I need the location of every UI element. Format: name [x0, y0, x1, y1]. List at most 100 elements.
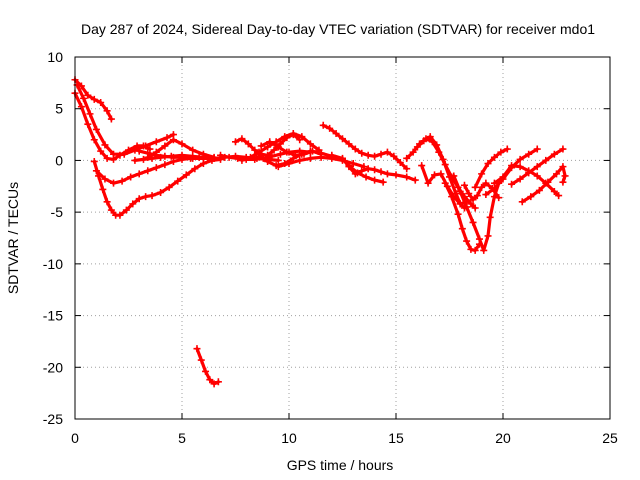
data-point	[90, 136, 98, 144]
data-point	[189, 154, 197, 162]
data-point	[550, 150, 558, 158]
data-point	[409, 148, 417, 156]
data-point	[490, 153, 498, 161]
data-point	[559, 178, 567, 186]
data-point	[396, 158, 404, 166]
data-point	[383, 148, 391, 156]
data-point	[420, 137, 428, 145]
data-point	[217, 151, 225, 159]
data-point	[467, 245, 475, 253]
series-line	[75, 83, 175, 156]
data-point	[178, 140, 186, 148]
data-point	[283, 148, 291, 156]
data-point	[264, 157, 272, 165]
data-point	[257, 142, 265, 150]
series-sat-r	[345, 162, 387, 186]
data-point	[377, 150, 385, 158]
data-point	[118, 177, 126, 185]
data-point	[129, 200, 137, 208]
data-point	[103, 154, 111, 162]
data-point	[550, 187, 558, 195]
data-point	[503, 145, 511, 153]
data-point	[471, 246, 479, 254]
series-sat-y	[471, 145, 511, 191]
data-point	[244, 140, 252, 148]
data-point	[339, 135, 346, 143]
data-point	[103, 198, 111, 206]
data-point	[189, 146, 197, 154]
y-tick-label: 0	[55, 152, 63, 168]
data-point	[165, 183, 173, 191]
data-point	[471, 204, 479, 212]
data-point	[379, 178, 387, 186]
data-point	[202, 367, 210, 375]
data-point	[144, 153, 152, 161]
data-point	[431, 171, 439, 179]
data-point	[525, 169, 533, 177]
y-tick-label: -5	[51, 204, 64, 220]
data-point	[463, 203, 471, 211]
data-point	[107, 115, 115, 123]
data-point	[197, 356, 205, 364]
x-tick-label: 0	[71, 430, 79, 446]
data-point	[533, 145, 541, 153]
data-point	[92, 167, 100, 175]
series-sat-i	[193, 345, 222, 388]
data-point	[516, 155, 524, 163]
data-point	[127, 173, 135, 181]
series-line	[452, 174, 501, 252]
data-point	[169, 136, 177, 144]
data-point	[484, 160, 492, 168]
data-point	[90, 95, 98, 103]
data-point	[403, 165, 411, 173]
data-point	[101, 175, 109, 183]
data-point	[317, 153, 325, 161]
data-point	[276, 150, 284, 158]
data-point	[525, 150, 533, 158]
data-point	[533, 163, 541, 171]
data-point	[561, 172, 569, 180]
data-point	[300, 150, 308, 158]
data-point	[238, 156, 246, 164]
data-point	[214, 378, 222, 386]
data-point	[90, 157, 98, 165]
data-point	[281, 133, 289, 141]
data-point	[553, 170, 560, 178]
data-point	[411, 176, 419, 184]
data-point	[144, 167, 152, 175]
data-point	[482, 191, 490, 199]
data-point	[99, 185, 107, 193]
data-point	[471, 183, 479, 191]
y-axis-label: SDTVAR / TECUs	[5, 182, 21, 294]
data-point	[210, 153, 218, 161]
data-point	[246, 153, 254, 161]
data-point	[454, 210, 462, 218]
data-point	[495, 194, 503, 202]
data-point	[120, 150, 128, 158]
series-sat-d	[90, 155, 225, 219]
data-point	[97, 99, 105, 107]
data-point	[131, 156, 139, 164]
data-point	[508, 180, 516, 188]
chart-title: Day 287 of 2024, Sidereal Day-to-day VTE…	[81, 21, 595, 37]
data-point	[465, 190, 473, 198]
data-point	[555, 192, 563, 200]
data-point	[251, 146, 259, 154]
data-point	[542, 156, 550, 164]
data-point	[403, 154, 411, 162]
data-point	[469, 196, 477, 204]
data-point	[191, 165, 199, 173]
data-point	[424, 179, 432, 187]
data-point	[332, 130, 340, 138]
data-point	[418, 162, 426, 170]
ticks: 0 5 10 15 20 25 10 5 0 -5 -10 -15 -20 -25	[43, 49, 618, 446]
series-line	[195, 347, 220, 386]
x-tick-label: 20	[495, 430, 511, 446]
data-point	[364, 151, 372, 159]
data-point	[456, 187, 464, 195]
data-point	[358, 167, 366, 175]
data-point	[152, 138, 160, 146]
data-point	[232, 138, 239, 146]
data-point	[403, 173, 411, 181]
